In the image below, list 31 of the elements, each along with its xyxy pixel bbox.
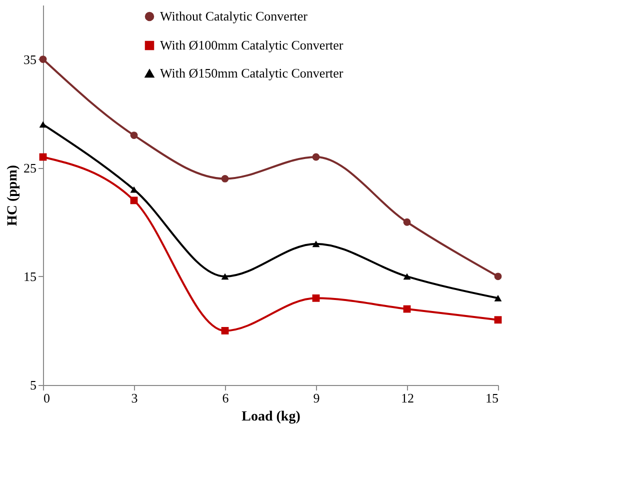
y-tick-label: 35 — [24, 52, 36, 67]
point — [221, 175, 229, 182]
point — [39, 121, 47, 128]
point — [221, 273, 229, 280]
point — [403, 218, 411, 226]
x-tick-label: 9 — [313, 390, 320, 406]
y-tick-label: 5 — [30, 378, 36, 392]
x-tick-label: 0 — [44, 390, 50, 406]
legend-label: Without Catalytic Converter — [160, 8, 308, 24]
y-tick-label: 15 — [24, 268, 36, 284]
point — [403, 273, 411, 280]
x-tick-label: 3 — [131, 390, 138, 406]
point — [130, 186, 138, 193]
point — [494, 294, 502, 302]
x-tick-label: 12 — [401, 390, 414, 406]
legend-label: With Ø100mm Catalytic Converter — [160, 38, 344, 52]
point — [130, 196, 138, 204]
y-tick-label: 25 — [24, 160, 36, 176]
point — [494, 272, 502, 280]
point — [130, 132, 138, 139]
point — [312, 153, 320, 161]
x-axis-title: Load (kg) — [242, 410, 301, 424]
point — [221, 327, 229, 334]
legend-label: With Ø150mm Catalytic Converter — [160, 66, 344, 80]
point — [312, 240, 320, 248]
x-tick-label: 6 — [222, 390, 230, 406]
y-axis-title: HC (ppm) — [6, 164, 20, 226]
point — [494, 316, 502, 324]
point — [312, 294, 320, 302]
x-tick-label: 15 — [486, 390, 498, 406]
point — [39, 56, 47, 63]
